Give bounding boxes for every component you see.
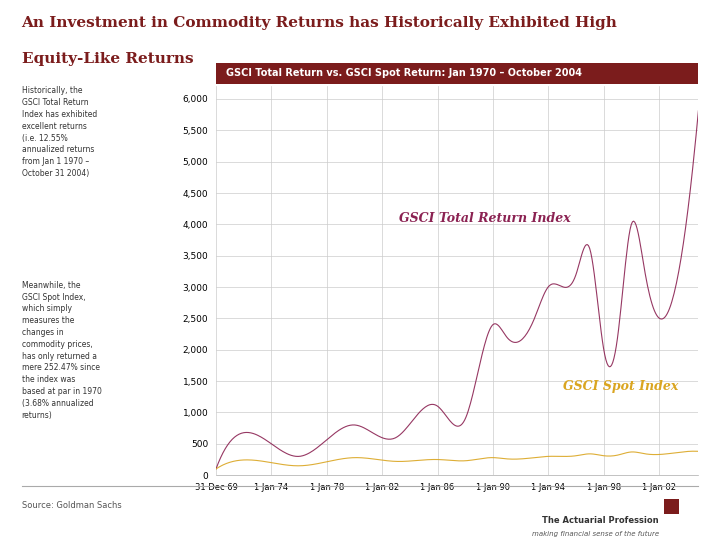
Text: GSCI Total Return vs. GSCI Spot Return: Jan 1970 – October 2004: GSCI Total Return vs. GSCI Spot Return: …	[225, 69, 582, 78]
Text: Equity-Like Returns: Equity-Like Returns	[22, 52, 193, 66]
FancyBboxPatch shape	[665, 499, 680, 514]
Text: Meanwhile, the
GSCI Spot Index,
which simply
measures the
changes in
commodity p: Meanwhile, the GSCI Spot Index, which si…	[22, 281, 102, 420]
Text: The Actuarial Profession: The Actuarial Profession	[542, 516, 659, 525]
Text: Source: Goldman Sachs: Source: Goldman Sachs	[22, 501, 122, 510]
Text: Historically, the
GSCI Total Return
Index has exhibited
excellent returns
(i.e. : Historically, the GSCI Total Return Inde…	[22, 86, 97, 178]
Text: GSCI Spot Index: GSCI Spot Index	[563, 380, 679, 393]
FancyBboxPatch shape	[216, 63, 698, 84]
Text: making financial sense of the future: making financial sense of the future	[531, 531, 659, 537]
Text: An Investment in Commodity Returns has Historically Exhibited High: An Investment in Commodity Returns has H…	[22, 16, 618, 30]
Text: GSCI Total Return Index: GSCI Total Return Index	[400, 212, 571, 226]
